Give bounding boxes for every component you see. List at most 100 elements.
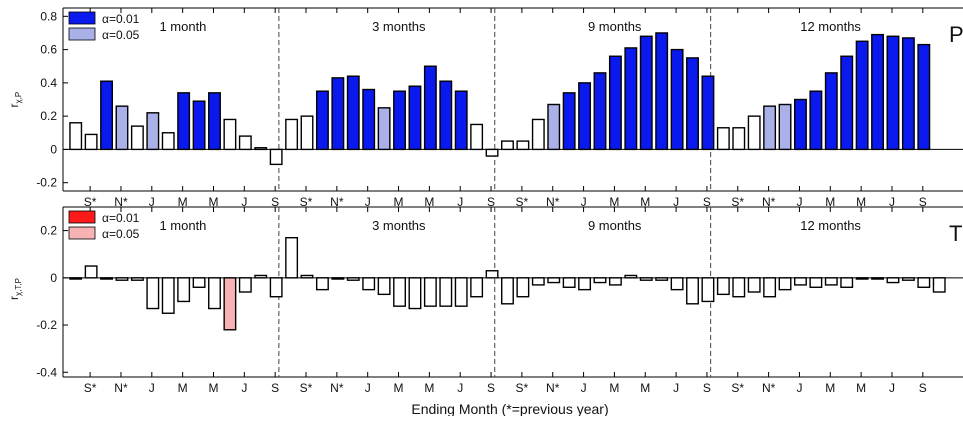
period-label: 9 months [588, 19, 642, 34]
x-tick-label: J [149, 381, 155, 395]
x-tick-label: J [457, 381, 463, 395]
x-tick-label: M [208, 195, 218, 209]
bar [716, 277, 730, 296]
bar [917, 277, 931, 288]
bar [470, 277, 484, 298]
bar [901, 277, 915, 281]
x-tick-label: M [424, 195, 434, 209]
x-tick-label: J [796, 381, 802, 395]
x-tick-label: N* [330, 381, 344, 395]
bar [177, 277, 191, 303]
bar [901, 37, 915, 151]
x-tick-label: J [673, 195, 679, 209]
bar [686, 277, 699, 305]
bar [331, 277, 345, 280]
x-tick-label: S* [84, 381, 97, 395]
legend-swatch [68, 11, 96, 25]
bar [670, 277, 684, 291]
bar [223, 118, 237, 151]
x-tick-label: S* [300, 195, 313, 209]
x-tick-label: S [703, 381, 711, 395]
x-tick-label: N* [762, 381, 776, 395]
bar [778, 277, 792, 291]
bar [840, 277, 854, 288]
bar [516, 140, 530, 151]
x-tick-label: J [241, 195, 247, 209]
bar [593, 72, 607, 151]
bar [763, 277, 777, 298]
y-tick-label: 0 [50, 271, 57, 285]
x-tick-label: M [856, 195, 866, 209]
bar [69, 122, 83, 151]
bar [871, 33, 884, 151]
bar [346, 75, 360, 151]
bar [655, 32, 669, 151]
period-label: 9 months [588, 218, 642, 233]
y-tick-label: -0.2 [36, 176, 57, 190]
bar [408, 85, 422, 151]
bar [100, 277, 114, 280]
bar [362, 277, 376, 291]
bar [778, 103, 792, 151]
y-tick-label: 0.2 [40, 109, 57, 123]
bar [624, 47, 638, 151]
bar [531, 118, 545, 151]
bar [932, 277, 946, 293]
bar [886, 35, 900, 151]
bar [269, 148, 283, 166]
x-tick-label: M [424, 381, 434, 395]
x-tick-label: M [394, 195, 404, 209]
bar [593, 277, 607, 284]
x-tick-label: S [703, 195, 711, 209]
x-tick-label: M [609, 195, 619, 209]
legend-swatch [68, 27, 96, 41]
bar [794, 98, 807, 151]
x-tick-label: M [208, 381, 218, 395]
x-tick-label: S [271, 381, 279, 395]
bar [855, 40, 869, 151]
bar [177, 92, 191, 151]
x-tick-label: S [487, 381, 495, 395]
x-tick-label: J [365, 381, 371, 395]
x-tick-label: J [796, 195, 802, 209]
x-tick-label: M [640, 195, 650, 209]
x-tick-label: J [673, 381, 679, 395]
bar [655, 277, 669, 281]
y-axis-label: rχ,P [7, 92, 23, 108]
bar [917, 43, 931, 151]
bar [130, 277, 144, 281]
x-tick-label: J [889, 195, 895, 209]
bar [300, 274, 314, 279]
bar [732, 277, 746, 298]
bar [254, 274, 268, 279]
y-tick-label: -0.2 [36, 318, 57, 332]
period-label: 1 month [159, 218, 206, 233]
x-axis-label: Ending Month (*=previous year) [411, 401, 608, 416]
x-tick-label: S* [300, 381, 313, 395]
x-tick-label: M [609, 381, 619, 395]
bar [871, 277, 884, 280]
y-tick-label: 0.2 [40, 224, 57, 238]
bar [146, 112, 160, 151]
bar [670, 48, 684, 151]
bar [608, 55, 622, 151]
x-tick-label: J [241, 381, 247, 395]
bar [454, 90, 468, 151]
y-tick-label: 0.8 [40, 9, 57, 23]
bar [192, 100, 206, 151]
bar [794, 277, 807, 286]
x-tick-label: N* [114, 195, 128, 209]
bar [547, 103, 561, 151]
bar [485, 270, 499, 279]
x-tick-label: S [271, 195, 279, 209]
period-label: 3 months [372, 19, 426, 34]
x-tick-label: N* [330, 195, 344, 209]
y-tick-label: 0.4 [40, 76, 57, 90]
bar [501, 277, 514, 305]
y-tick-label: 0.6 [40, 43, 57, 57]
bar [578, 277, 592, 291]
bar [423, 65, 437, 151]
bar [208, 92, 221, 151]
